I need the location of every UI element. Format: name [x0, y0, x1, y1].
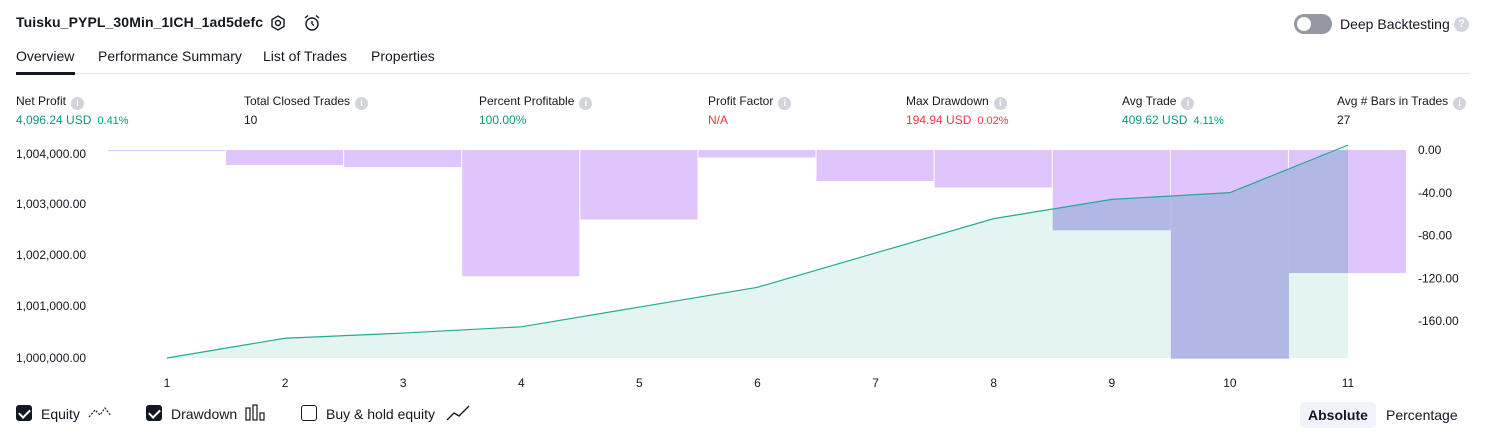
deep-backtesting-label: Deep Backtesting	[1340, 16, 1450, 32]
max-drawdown-value: 194.94 USD 0.02%	[906, 113, 1009, 127]
avg-bars-value: 27	[1337, 113, 1351, 127]
tab-overview[interactable]: Overview	[16, 48, 75, 64]
buy-hold-line-icon	[446, 405, 470, 421]
drawdown-bar	[934, 150, 1052, 188]
profit-factor-value: N/A	[708, 113, 729, 127]
equity-line-icon	[88, 406, 112, 418]
profit-factor-label: Profit Factor i	[708, 94, 792, 110]
percent-profitable-value: 100.00%	[479, 113, 527, 127]
drawdown-bar	[108, 150, 226, 152]
avg-bars-label: Avg # Bars in Trades i	[1337, 94, 1467, 110]
right-axis-label: -80.00	[1418, 229, 1452, 243]
info-icon[interactable]: i	[579, 97, 593, 110]
info-icon[interactable]: i	[1453, 97, 1467, 110]
left-axis-label: 1,001,000.00	[16, 299, 86, 313]
right-axis-label: -160.00	[1418, 314, 1459, 328]
x-axis-label: 5	[636, 376, 643, 390]
equity-checkbox[interactable]	[16, 405, 32, 421]
equity-drawdown-chart: 1,004,000.00 1,003,000.00 1,002,000.00 1,00…	[16, 143, 1459, 390]
info-icon[interactable]: i	[71, 97, 85, 110]
x-axis-label: 10	[1223, 376, 1237, 390]
strategy-title: Tuisku_PYPL_30Min_1ICH_1ad5defc	[16, 14, 264, 30]
drawdown-overlap	[1288, 150, 1348, 274]
x-axis-label: 6	[754, 376, 761, 390]
left-axis-label: 1,000,000.00	[16, 351, 86, 365]
x-axis-label: 4	[518, 376, 525, 390]
net-profit-label: Net Profit i	[16, 94, 85, 110]
x-axis-label: 8	[990, 376, 997, 390]
x-axis-label: 1	[164, 376, 171, 390]
x-axis-label: 3	[400, 376, 407, 390]
drawdown-bars-icon	[245, 404, 265, 421]
tab-performance-summary[interactable]: Performance Summary	[98, 48, 242, 64]
drawdown-bar	[816, 150, 934, 182]
buy-hold-checkbox[interactable]	[301, 405, 317, 421]
total-closed-trades-value: 10	[244, 113, 258, 127]
net-profit-value: 4,096.24 USD 0.41%	[16, 113, 129, 127]
total-closed-trades-label: Total Closed Trades i	[244, 94, 369, 110]
left-axis-label: 1,003,000.00	[16, 197, 86, 211]
drawdown-label: Drawdown	[171, 406, 238, 422]
equity-area	[167, 144, 1348, 358]
info-icon[interactable]: i	[1181, 97, 1195, 110]
right-axis-label: 0.00	[1418, 143, 1442, 157]
x-axis-label: 9	[1108, 376, 1115, 390]
drawdown-bar	[344, 150, 462, 168]
x-axis-label: 7	[872, 376, 879, 390]
max-drawdown-label: Max Drawdown i	[906, 94, 1007, 110]
drawdown-bar	[226, 150, 344, 165]
right-axis-label: -40.00	[1418, 186, 1452, 200]
avg-trade-value: 409.62 USD 4.11%	[1122, 113, 1224, 127]
drawdown-bar	[462, 150, 580, 277]
info-icon[interactable]: i	[778, 97, 792, 110]
left-axis-label: 1,002,000.00	[16, 248, 86, 262]
help-icon[interactable]: ?	[1454, 17, 1469, 32]
avg-trade-label: Avg Trade i	[1122, 94, 1195, 110]
active-tab-indicator	[16, 72, 75, 75]
settings-icon[interactable]	[268, 13, 288, 33]
toggle-knob	[1297, 17, 1311, 31]
equity-line	[166, 144, 1349, 359]
left-axis-label: 1,004,000.00	[16, 147, 86, 161]
drawdown-overlap	[1170, 168, 1289, 359]
info-icon[interactable]: i	[355, 97, 369, 110]
add-alert-icon[interactable]	[302, 13, 322, 33]
info-icon[interactable]: i	[993, 97, 1007, 110]
buy-hold-label: Buy & hold equity	[326, 406, 435, 422]
right-axis-label: -120.00	[1418, 271, 1459, 285]
drawdown-bar	[580, 150, 698, 220]
equity-label: Equity	[41, 406, 80, 422]
percent-profitable-label: Percent Profitable i	[479, 94, 593, 110]
deep-backtesting-toggle[interactable]	[1294, 14, 1332, 34]
tab-properties[interactable]: Properties	[371, 48, 435, 64]
absolute-button[interactable]: Absolute	[1300, 402, 1376, 428]
tab-list-of-trades[interactable]: List of Trades	[263, 48, 348, 64]
percentage-button[interactable]: Percentage	[1386, 407, 1458, 423]
drawdown-bar	[698, 150, 816, 158]
x-axis-label: 2	[282, 376, 289, 390]
tabs-divider	[16, 73, 1470, 74]
x-axis-label: 11	[1342, 376, 1355, 390]
drawdown-checkbox[interactable]	[146, 405, 162, 421]
